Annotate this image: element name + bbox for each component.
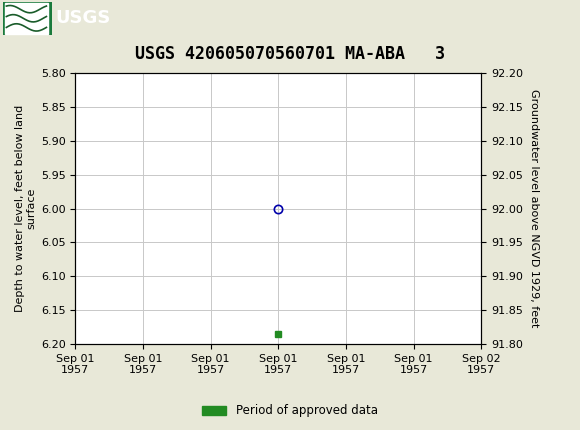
Legend: Period of approved data: Period of approved data bbox=[198, 399, 382, 422]
Bar bbox=[5, 3, 48, 34]
Y-axis label: Groundwater level above NGVD 1929, feet: Groundwater level above NGVD 1929, feet bbox=[529, 89, 539, 328]
Text: USGS: USGS bbox=[55, 9, 110, 27]
Y-axis label: Depth to water level, feet below land
surface: Depth to water level, feet below land su… bbox=[15, 105, 37, 312]
FancyBboxPatch shape bbox=[3, 2, 52, 35]
Text: USGS 420605070560701 MA-ABA   3: USGS 420605070560701 MA-ABA 3 bbox=[135, 45, 445, 63]
